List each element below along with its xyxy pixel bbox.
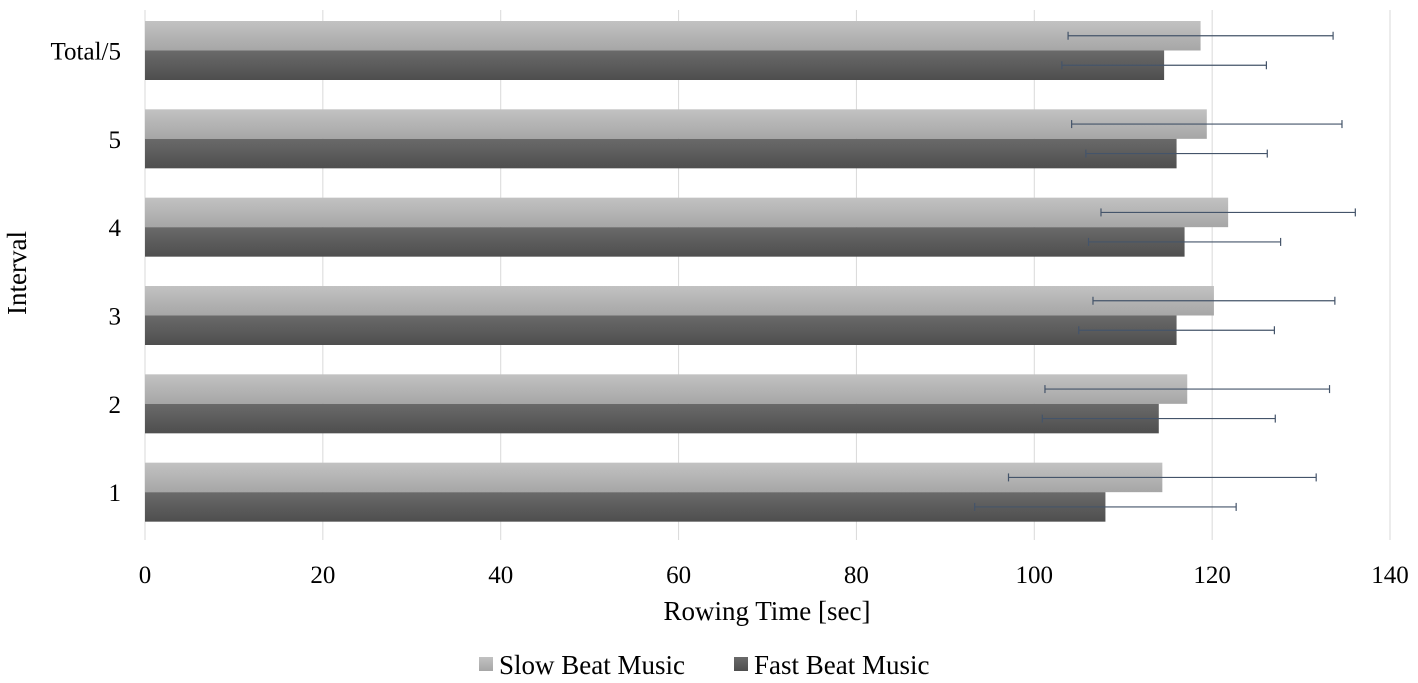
y-tick-label: Total/5 <box>51 39 121 66</box>
x-tick-label: 40 <box>488 562 513 589</box>
bars <box>145 21 1229 522</box>
y-axis-title: Interval <box>2 231 32 315</box>
bar-slow-beat <box>145 109 1207 139</box>
bar-fast-beat <box>145 50 1165 80</box>
x-tick-label: 100 <box>1016 562 1054 589</box>
x-axis-title: Rowing Time [sec] <box>663 596 870 626</box>
legend-swatch-slow-beat <box>479 657 493 671</box>
y-tick-label: 5 <box>109 127 122 154</box>
x-tick-label: 20 <box>310 562 335 589</box>
legend-label-slow-beat: Slow Beat Music <box>499 650 685 680</box>
bar-slow-beat <box>145 462 1163 493</box>
bar-slow-beat <box>145 286 1214 316</box>
bar-slow-beat <box>145 197 1229 228</box>
x-tick-label: 80 <box>844 562 869 589</box>
bar-fast-beat <box>145 403 1159 434</box>
y-axis-ticks: Total/5 5 4 3 2 1 <box>51 39 122 508</box>
legend-swatch-fast-beat <box>734 657 748 671</box>
x-tick-label: 60 <box>666 562 691 589</box>
bar-fast-beat <box>145 492 1106 522</box>
gridlines <box>144 10 1391 540</box>
x-tick-label: 140 <box>1371 562 1409 589</box>
legend: Slow Beat Music Fast Beat Music <box>479 650 930 680</box>
y-tick-label: 2 <box>109 392 122 419</box>
y-tick-label: 3 <box>109 304 122 331</box>
bar-slow-beat <box>145 374 1188 404</box>
error-bars <box>974 31 1356 511</box>
x-axis-ticks: 0 20 40 60 80 100 120 140 <box>139 562 1409 589</box>
x-tick-label: 0 <box>139 562 152 589</box>
legend-label-fast-beat: Fast Beat Music <box>754 650 930 680</box>
y-tick-label: 4 <box>109 215 122 242</box>
y-tick-label: 1 <box>109 480 122 507</box>
bar-fast-beat <box>145 227 1185 257</box>
bar-fast-beat <box>145 138 1177 169</box>
x-tick-label: 120 <box>1193 562 1231 589</box>
bar-fast-beat <box>145 315 1177 345</box>
bar-slow-beat <box>145 21 1201 51</box>
